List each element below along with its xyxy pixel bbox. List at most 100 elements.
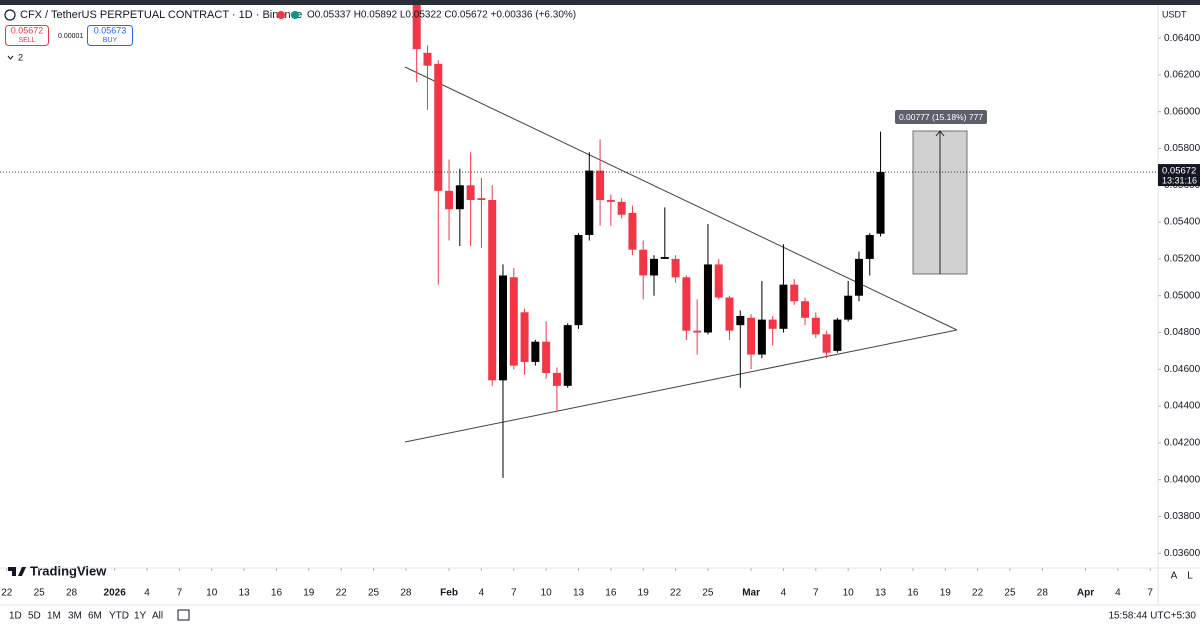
auto-scale[interactable]: A: [1171, 571, 1178, 582]
candle-body: [434, 63, 443, 191]
brand-name: TradingView: [30, 563, 107, 578]
y-tick-label: 0.06200: [1164, 70, 1200, 81]
candle-body: [563, 325, 572, 386]
x-tick-label: 13: [875, 588, 887, 599]
candle-body: [423, 52, 432, 66]
candle-body: [466, 185, 475, 201]
y-tick-label: 0.03800: [1164, 511, 1200, 522]
x-tick-label: 22: [336, 588, 348, 599]
x-tick-label: 10: [843, 588, 855, 599]
candle-body: [725, 297, 734, 331]
x-tick-label: 7: [177, 588, 183, 599]
market-status: [277, 11, 285, 19]
range-button[interactable]: YTD: [109, 611, 129, 622]
x-tick-label: 22: [670, 588, 682, 599]
y-tick-label: 0.04400: [1164, 401, 1200, 412]
candle-body: [844, 295, 853, 320]
candle-body: [477, 198, 486, 201]
candle-body: [520, 312, 529, 362]
measure-arrowhead: [935, 130, 945, 137]
candle-body: [639, 249, 648, 276]
currency[interactable]: USDT: [1162, 9, 1187, 19]
x-tick-label: 19: [303, 588, 315, 599]
candle-body: [445, 190, 454, 210]
sell-label: SELL: [18, 37, 35, 44]
candle-body: [455, 185, 464, 210]
y-tick-label: 0.05200: [1164, 254, 1200, 265]
ohlc-values: O0.05337 H0.05892 L0.05322 C0.05672 +0.0…: [307, 10, 576, 21]
candle-body: [671, 258, 680, 278]
candle-body: [811, 317, 820, 335]
x-tick-label: 25: [368, 588, 380, 599]
x-tick-label: 22: [972, 588, 984, 599]
buy-button[interactable]: [87, 25, 133, 46]
x-tick-label: 7: [1147, 588, 1153, 599]
x-tick-label: Feb: [440, 588, 458, 599]
last-price-tag: [1158, 164, 1200, 187]
indicator-count: 2: [18, 52, 23, 62]
x-tick-label: 25: [1004, 588, 1016, 599]
range-button[interactable]: 3M: [68, 611, 82, 622]
candle-body: [801, 301, 810, 318]
candle-body: [617, 201, 626, 215]
range-button[interactable]: All: [152, 611, 163, 622]
y-tick-label: 0.05800: [1164, 143, 1200, 154]
y-tick-label: 0.04600: [1164, 364, 1200, 375]
candle-body: [693, 330, 702, 333]
range-button[interactable]: 1M: [47, 611, 61, 622]
y-tick-label: 0.04800: [1164, 327, 1200, 338]
sell-button[interactable]: [5, 25, 49, 46]
candle-body: [736, 315, 745, 326]
x-tick-label: 25: [34, 588, 46, 599]
x-tick-label: 16: [907, 588, 919, 599]
candle-body: [660, 257, 669, 259]
candle-body: [779, 284, 788, 329]
x-tick-label: 4: [479, 588, 485, 599]
x-tick-label: 25: [702, 588, 714, 599]
x-tick-label: 28: [400, 588, 412, 599]
clock: 15:58:44 UTC+5:30: [1108, 611, 1196, 622]
y-tick-label: 0.06000: [1164, 106, 1200, 117]
symbol-icon: [4, 9, 16, 21]
candle-body: [768, 319, 777, 329]
candle-body: [790, 284, 799, 302]
x-tick-label: 16: [605, 588, 617, 599]
y-tick-label: 0.06400: [1164, 33, 1200, 44]
candle-body: [682, 277, 691, 331]
range-button[interactable]: 1Y: [134, 611, 147, 622]
y-tick-label: 0.03600: [1164, 548, 1200, 559]
symbol-title[interactable]: CFX / TetherUS PERPETUAL CONTRACT · 1D ·…: [20, 9, 302, 21]
candle-body: [552, 372, 561, 386]
date-range-icon[interactable]: [177, 609, 190, 621]
top-bar: [0, 0, 1200, 5]
candle-body: [703, 264, 712, 333]
x-tick-label: 7: [511, 588, 517, 599]
candle-body: [585, 170, 594, 235]
y-tick-label: 0.04000: [1164, 474, 1200, 485]
range-button[interactable]: 6M: [88, 611, 102, 622]
range-button[interactable]: 1D: [9, 611, 22, 622]
x-tick-label: 22: [1, 588, 13, 599]
x-tick-label: 13: [573, 588, 585, 599]
spread: 0.00001: [58, 33, 83, 40]
y-tick-label: 0.04200: [1164, 438, 1200, 449]
measure-label-bg: [895, 110, 987, 124]
trendline-lower: [404, 329, 958, 443]
x-tick-label: 28: [1037, 588, 1049, 599]
x-tick-label: 4: [1115, 588, 1121, 599]
log-scale[interactable]: L: [1187, 571, 1193, 582]
indicator-toggle[interactable]: [7, 55, 14, 60]
x-tick-label: 19: [940, 588, 952, 599]
candle-body: [865, 234, 874, 259]
candle-body: [488, 200, 497, 381]
candle-body: [606, 200, 615, 202]
x-tick-label: 10: [206, 588, 218, 599]
candle-body: [714, 264, 723, 298]
candles: [412, 5, 885, 478]
x-tick-label: 19: [638, 588, 650, 599]
candle-body: [498, 275, 507, 381]
range-button[interactable]: 5D: [28, 611, 41, 622]
candle-body: [757, 319, 766, 355]
candle-body: [833, 319, 842, 351]
candle-body: [650, 258, 659, 276]
